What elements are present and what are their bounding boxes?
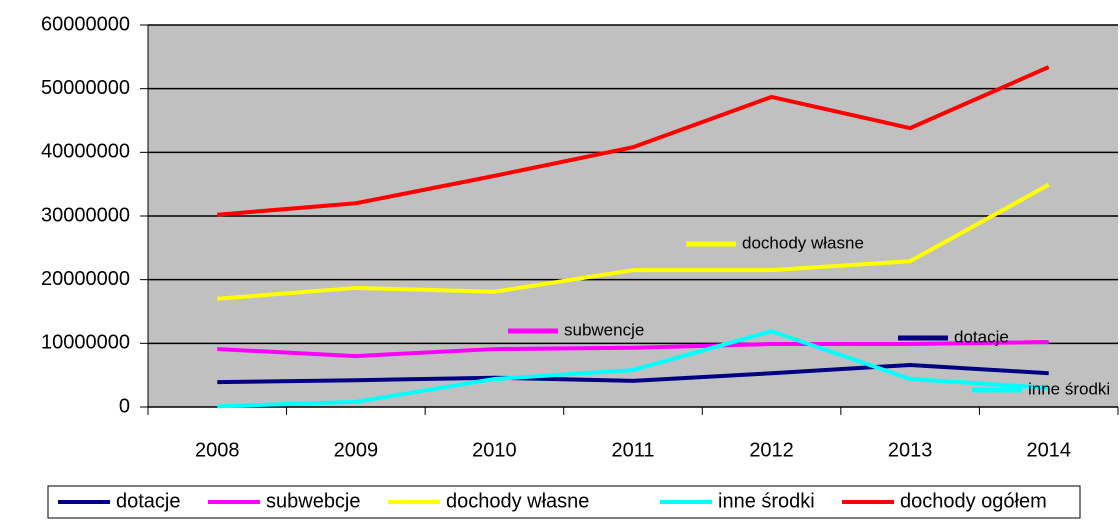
- series-line: [217, 65, 1050, 217]
- series-line: [217, 183, 1050, 301]
- x-tick-label: 2011: [611, 439, 654, 461]
- y-tick-label: 0: [119, 395, 130, 417]
- y-tick-label: 30000000: [41, 204, 130, 226]
- annotation: dotacje: [954, 327, 1009, 346]
- x-tick-label: 2009: [334, 439, 379, 461]
- series-line: [217, 329, 1049, 409]
- x-tick-label: 2013: [888, 439, 933, 461]
- legend-label: dotacje: [116, 490, 181, 512]
- y-tick-label: 50000000: [41, 77, 130, 99]
- y-tick-label: 40000000: [41, 141, 130, 163]
- x-tick-label: 2014: [1026, 439, 1071, 461]
- annotation: subwencje: [564, 320, 644, 339]
- x-tick-label: 2012: [749, 439, 794, 461]
- annotation: inne środki: [1028, 379, 1110, 398]
- y-tick-label: 60000000: [41, 13, 130, 35]
- legend-label: inne środki: [718, 490, 815, 512]
- series-line: [217, 340, 1049, 359]
- legend-label: dochody ogółem: [900, 490, 1047, 512]
- series-line: [217, 362, 1049, 385]
- x-tick-label: 2010: [472, 439, 517, 461]
- legend-label: dochody własne: [446, 490, 589, 512]
- annotation: dochody własne: [742, 233, 864, 252]
- x-tick-label: 2008: [195, 439, 240, 461]
- y-tick-label: 20000000: [41, 268, 130, 290]
- legend-label: subwebcje: [266, 490, 361, 512]
- y-tick-label: 10000000: [41, 332, 130, 354]
